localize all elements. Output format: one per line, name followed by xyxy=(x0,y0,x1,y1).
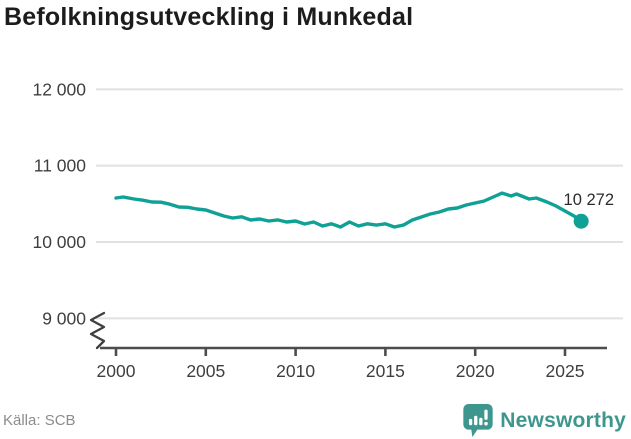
y-axis-labels-group: 9 000 10 000 11 000 12 000 xyxy=(32,79,86,328)
x-axis-group: 2000 2005 2010 2015 2020 2025 xyxy=(97,346,607,381)
brand-wordmark: Newsworthy xyxy=(500,408,626,432)
newsworthy-logo-icon xyxy=(463,404,493,437)
x-tick-label-2025: 2025 xyxy=(546,361,585,381)
x-tick-label-2010: 2010 xyxy=(276,361,315,381)
population-line xyxy=(114,191,583,229)
y-tick-label-9000: 9 000 xyxy=(42,308,86,328)
x-tick-label-2000: 2000 xyxy=(97,361,136,381)
latest-value-dot xyxy=(573,213,589,229)
y-tick-label-12000: 12 000 xyxy=(32,79,86,99)
population-chart: 9 000 10 000 11 000 12 000 2000 2005 2010 2015… xyxy=(32,79,623,381)
x-tick-label-2020: 2020 xyxy=(456,361,495,381)
data-series-group: 10 272 xyxy=(114,191,614,229)
y-tick-label-10000: 10 000 xyxy=(32,232,86,252)
latest-value-label: 10 272 xyxy=(564,191,614,209)
gridlines-group xyxy=(96,88,623,320)
x-tick-label-2015: 2015 xyxy=(366,361,405,381)
brand-footer: Newsworthy xyxy=(463,404,626,437)
axis-break-zigzag-icon xyxy=(89,311,106,350)
source-note: Källa: SCB xyxy=(3,412,76,429)
y-tick-label-11000: 11 000 xyxy=(34,156,86,176)
chart-title: Befolkningsutveckling i Munkedal xyxy=(4,3,414,31)
x-tick-label-2005: 2005 xyxy=(186,361,225,381)
